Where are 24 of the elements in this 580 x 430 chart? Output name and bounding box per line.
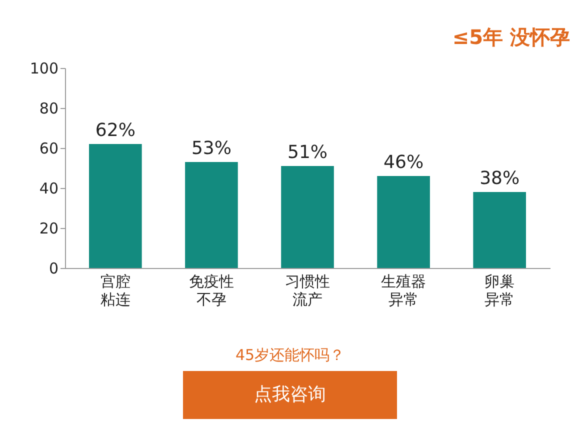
x-tick-label: 生殖器异常	[381, 272, 426, 308]
x-tick-label: 免疫性不孕	[188, 272, 234, 308]
x-tick-label: 习惯性流产	[285, 272, 330, 308]
text: 点我咨询	[254, 384, 326, 405]
x-tick-label: 卵巢异常	[484, 272, 515, 308]
data-label: 46%	[384, 152, 424, 173]
data-label: 38%	[480, 168, 520, 189]
x-tick-label: 宫腔粘连	[100, 272, 130, 308]
bar	[377, 176, 430, 268]
data-label: 62%	[95, 120, 136, 141]
y-tick-label: 60	[39, 140, 58, 158]
data-label: 51%	[287, 142, 328, 163]
bar	[89, 144, 142, 268]
chart-title: ≤5年 没怀孕	[452, 25, 570, 49]
bar	[281, 166, 334, 268]
bar	[185, 162, 238, 268]
y-tick-label: 20	[39, 220, 58, 238]
bar	[473, 192, 526, 268]
text: 45岁还能怀吗？	[235, 346, 345, 364]
data-label: 53%	[191, 138, 232, 159]
y-tick-label: 80	[39, 100, 58, 118]
y-tick-label: 0	[48, 260, 58, 278]
y-tick-label: 40	[39, 180, 58, 198]
y-tick-label: 100	[30, 60, 58, 78]
